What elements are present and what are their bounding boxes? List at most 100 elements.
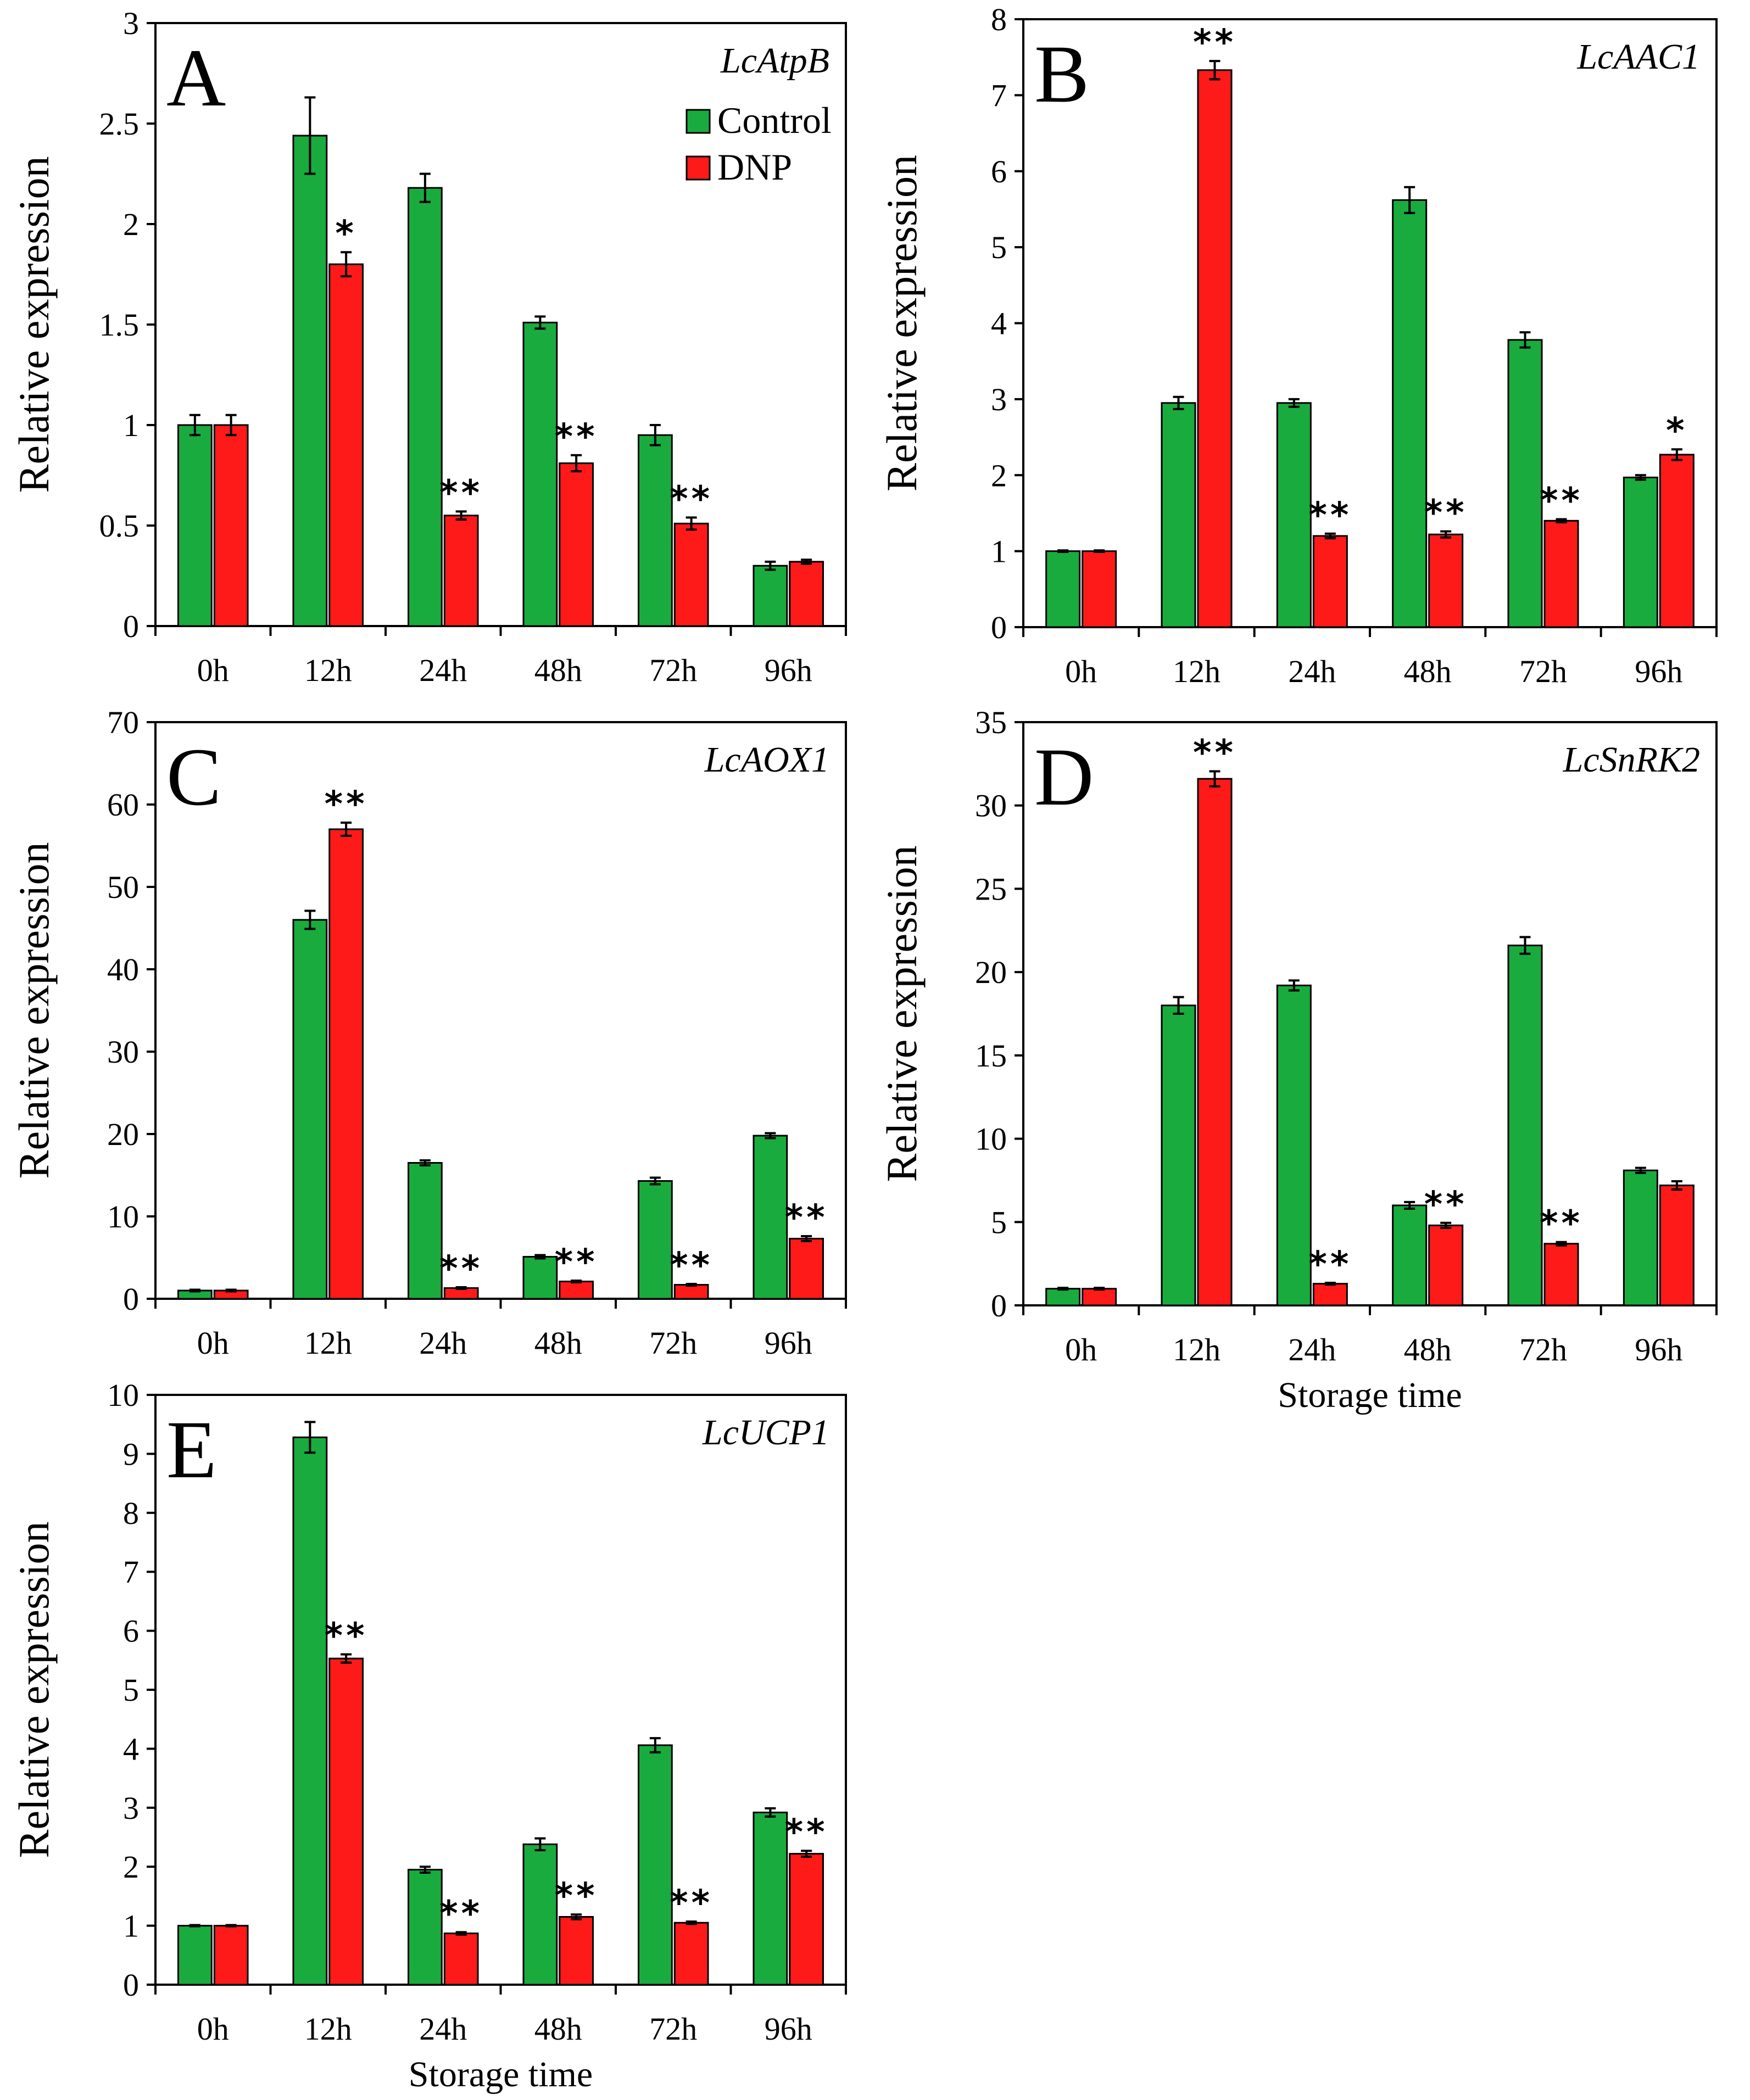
significance-mark: **: [1424, 493, 1468, 534]
chart-panel-c: 0 10 20 30 40 50 60 70 0h 12h 24h 48h 72h 96h ** ** ** **…: [10, 705, 847, 1361]
x-tick-label: 48h: [1404, 1332, 1452, 1367]
y-tick-label: 9: [123, 1436, 139, 1472]
y-tick-label: 30: [975, 788, 1007, 824]
bar-control: [753, 565, 788, 627]
y-tick-label: 20: [975, 954, 1007, 990]
bar-control: [1392, 199, 1428, 628]
bar-control: [522, 1256, 558, 1300]
significance-mark: **: [1308, 1244, 1352, 1285]
significance-mark: **: [439, 1249, 483, 1289]
bar-dnp: [328, 828, 364, 1300]
bar-dnp: [1082, 1288, 1117, 1306]
y-tick-label: 3: [991, 382, 1007, 417]
legend: Control DNP: [685, 99, 832, 188]
significance-mark: **: [1540, 481, 1583, 522]
y-tick-label: 5: [991, 230, 1007, 265]
bar-control: [1276, 984, 1312, 1306]
significance-mark: **: [1424, 1185, 1468, 1225]
significance-mark: **: [555, 1876, 598, 1917]
plot-frame: [1022, 721, 1718, 1306]
y-tick-label: 4: [123, 1731, 139, 1767]
y-tick-label: 40: [107, 952, 139, 987]
bar-control: [177, 1925, 213, 1986]
y-axis-label: Relative expression: [10, 1522, 58, 1858]
significance-mark: **: [1193, 23, 1236, 63]
panel-letter: D: [1034, 731, 1094, 823]
y-tick-label: 1: [991, 534, 1007, 569]
x-tick-label: 96h: [765, 1325, 812, 1361]
bar-control: [407, 187, 443, 627]
gene-name: LcAtpB: [720, 41, 829, 81]
bar-control: [1507, 945, 1543, 1306]
significance-mark: **: [439, 1894, 483, 1934]
panel-letter: B: [1034, 29, 1089, 120]
y-tick-label: 4: [991, 306, 1007, 342]
x-tick-label: 12h: [1173, 654, 1220, 689]
y-tick-label: 30: [107, 1034, 139, 1070]
bar-dnp: [789, 1853, 824, 1986]
legend-label-control: Control: [717, 99, 832, 141]
significance-mark: **: [670, 1246, 713, 1286]
x-tick-label: 72h: [649, 652, 697, 688]
bar-dnp: [1543, 520, 1579, 628]
y-tick-label: 0: [991, 1288, 1007, 1323]
bar-dnp: [1659, 454, 1695, 628]
x-tick-label: 0h: [197, 1325, 229, 1361]
significance-mark: **: [325, 784, 368, 825]
x-axis-label: Storage time: [409, 2054, 593, 2095]
bar-control: [753, 1811, 788, 1986]
y-tick-label: 60: [107, 787, 139, 823]
gene-name: LcAAC1: [1576, 37, 1700, 77]
bar-control: [1507, 339, 1543, 628]
x-tick-label: 0h: [197, 652, 229, 688]
x-tick-label: 12h: [304, 652, 352, 688]
bar-dnp: [213, 1925, 249, 1986]
bar-dnp: [1428, 1224, 1464, 1306]
y-tick-label: 1: [123, 1908, 139, 1944]
y-tick-label: 10: [975, 1121, 1007, 1157]
x-tick-label: 72h: [1519, 654, 1567, 689]
bar-control: [292, 1436, 328, 1986]
y-tick-label: 7: [991, 77, 1007, 113]
x-tick-label: 24h: [419, 652, 467, 688]
y-tick-label: 5: [123, 1672, 139, 1708]
legend-label-dnp: DNP: [717, 146, 792, 188]
y-axis-label: Relative expression: [878, 155, 926, 492]
bar-control: [1623, 476, 1658, 628]
panel-letter: A: [166, 32, 226, 124]
x-tick-label: 96h: [765, 652, 812, 688]
bar-dnp: [559, 1281, 594, 1300]
x-tick-label: 72h: [649, 2011, 697, 2047]
legend-swatch-control: [685, 109, 711, 134]
significance-mark: **: [325, 1616, 368, 1657]
y-tick-label: 35: [975, 705, 1007, 740]
panel-letter: C: [166, 731, 221, 823]
bar-dnp: [328, 1657, 364, 1986]
x-tick-label: 0h: [1065, 654, 1097, 689]
bar-dnp: [673, 522, 709, 627]
gene-name: LcUCP1: [702, 1412, 829, 1453]
y-tick-label: 8: [123, 1495, 139, 1531]
y-axis-label: Relative expression: [10, 842, 58, 1179]
y-tick-label: 70: [107, 705, 139, 740]
y-axis-label: Relative expression: [878, 846, 926, 1182]
legend-swatch-dnp: [685, 155, 711, 181]
y-tick-label: 0: [123, 1967, 139, 2003]
x-tick-label: 0h: [197, 2011, 229, 2047]
y-tick-label: 15: [975, 1038, 1007, 1074]
bar-control: [1161, 1004, 1196, 1306]
significance-mark: **: [1308, 495, 1352, 536]
plot-frame: [154, 721, 847, 1300]
y-tick-label: 0: [991, 610, 1007, 645]
bar-dnp: [1312, 535, 1348, 628]
bar-control: [1045, 550, 1081, 628]
bar-dnp: [213, 424, 249, 627]
y-axis-label: Relative expression: [10, 157, 58, 493]
chart-panel-e: 0 1 2 3 4 5 6 7 8 9 10 0h 12h 24h 48h 72h 96h ** ** ** ** ** E…: [10, 1377, 847, 2095]
x-tick-label: 48h: [1404, 654, 1452, 689]
bar-dnp: [1428, 533, 1464, 628]
gene-name: LcAOX1: [704, 740, 829, 780]
significance-mark: **: [670, 479, 713, 520]
x-tick-label: 72h: [649, 1325, 697, 1361]
